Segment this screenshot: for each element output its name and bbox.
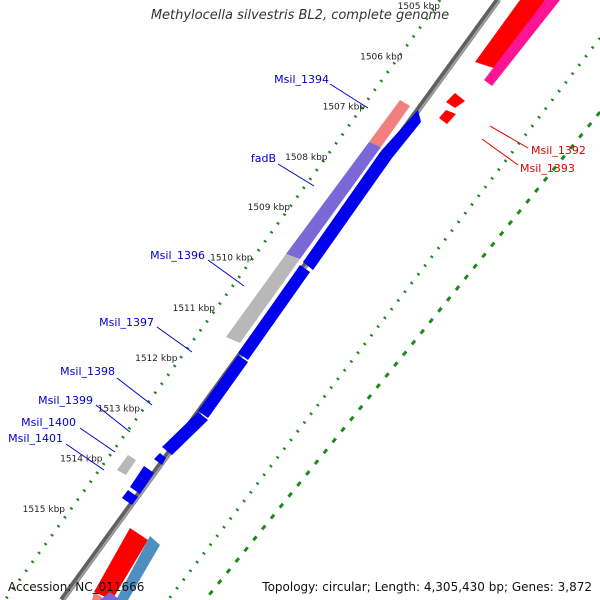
accession-value: NC_011666 [75, 580, 145, 594]
leader-msil-1400 [79, 427, 116, 453]
label-msil-1396[interactable]: Msil_1396 [150, 249, 205, 262]
topology-value: circular [322, 580, 367, 594]
label-msil-1394[interactable]: Msil_1394 [274, 73, 329, 86]
genes-value: 3,872 [557, 580, 592, 594]
label-msil-1392[interactable]: Msil_1392 [531, 144, 586, 157]
arrow-msil-1397[interactable] [198, 355, 248, 418]
gene-labels: Msil_1394 fadB Msil_1396 Msil_1397 Msil_… [8, 73, 586, 445]
accession-info: Accession: NC_011666 [8, 580, 144, 594]
accession-label: Accession: [8, 580, 72, 594]
tick-labels: 1505 kbp 1506 kbp 1507 kbp 1508 kbp 1509 kbp… [23, 2, 441, 515]
gene-upper-pink-bar[interactable] [484, 0, 560, 86]
tick-label: 1513 kbp [98, 404, 141, 414]
leader-msil-1398 [116, 377, 153, 406]
leader-msil-1397 [156, 326, 193, 353]
tick-label: 1514 kbp [60, 455, 103, 465]
leader-msil-1394 [329, 83, 369, 109]
arrow-msil-1399[interactable] [154, 453, 166, 465]
topology-label: Topology: [262, 580, 319, 594]
arrow-msil-1398[interactable] [162, 412, 208, 455]
outer-dotted-track [3, 0, 442, 600]
gene-leader-lines [65, 83, 529, 471]
leader-msil-1396 [207, 259, 245, 287]
arrow-lower-steelblue[interactable] [116, 536, 160, 600]
gene-msil-1401-bar[interactable] [117, 455, 136, 475]
genes-label: Genes: [511, 580, 554, 594]
length-value: 4,305,430 bp [423, 580, 504, 594]
genome-title: Methylocella silvestris BL2, complete ge… [150, 8, 450, 23]
tick-label: 1510 kbp [210, 254, 253, 264]
tick-label: 1507 kbp [323, 103, 366, 113]
leader-msil-1392 [489, 125, 529, 149]
tick-label: 1515 kbp [23, 505, 66, 515]
gene-msil-1394-bar[interactable] [369, 100, 410, 147]
gc-dotted-tracks [3, 0, 600, 600]
gene-fadB-bar[interactable] [286, 142, 381, 259]
leader-msil-1399 [95, 404, 131, 433]
length-label: Length: [374, 580, 421, 594]
label-msil-1400[interactable]: Msil_1400 [21, 416, 76, 429]
gene-msil-1393-arrow[interactable] [439, 110, 456, 124]
leader-msil-1401 [65, 443, 105, 471]
gene-msil-1396-bar[interactable] [226, 254, 300, 343]
arrow-msil-1400[interactable] [130, 466, 154, 494]
leader-msil-1393 [481, 138, 519, 166]
arrow-fadB[interactable] [303, 151, 392, 270]
label-msil-1398[interactable]: Msil_1398 [60, 365, 115, 378]
gene-upper-red-bar[interactable] [475, 0, 545, 70]
reverse-strand-genes [92, 100, 410, 600]
gene-lower-red-bar[interactable] [94, 528, 148, 600]
gene-msil-1392-arrow[interactable] [446, 93, 465, 108]
arrow-lower-purple[interactable] [100, 592, 120, 600]
arrow-msil-1396[interactable] [238, 265, 310, 360]
label-msil-1393[interactable]: Msil_1393 [520, 162, 575, 175]
label-msil-1401[interactable]: Msil_1401 [8, 432, 63, 445]
tick-label: 1508 kbp [285, 153, 328, 163]
tick-label: 1511 kbp [173, 304, 216, 314]
leader-fadB [277, 163, 315, 187]
inner-dotted-track-2 [203, 111, 600, 600]
tick-label: 1512 kbp [135, 354, 178, 364]
arrow-msil-1394[interactable] [381, 110, 421, 158]
reverse-strand-arrows [100, 110, 421, 600]
tick-label: 1509 kbp [248, 203, 291, 213]
label-msil-1399[interactable]: Msil_1399 [38, 394, 93, 407]
forward-strand-genes [439, 0, 560, 124]
tick-label: 1506 kbp [360, 52, 403, 62]
label-msil-1397[interactable]: Msil_1397 [99, 316, 154, 329]
label-fadB[interactable]: fadB [251, 152, 276, 165]
tick-label: 1505 kbp [398, 2, 441, 12]
arrow-msil-1401[interactable] [122, 490, 138, 505]
genome-stats: Topology: circular; Length: 4,305,430 bp… [262, 580, 592, 594]
